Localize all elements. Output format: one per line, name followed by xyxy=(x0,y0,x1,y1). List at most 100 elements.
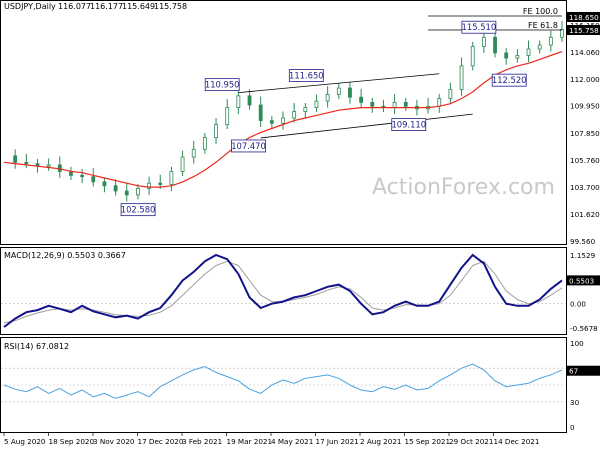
watermark-text: ActionForex.com xyxy=(372,175,555,200)
price-label-text: 115.510 xyxy=(462,22,497,32)
candle-body xyxy=(548,36,553,46)
candle-body xyxy=(124,190,129,196)
price-label-text: 110.950 xyxy=(205,80,240,90)
price-label-box xyxy=(120,203,156,217)
rsi-current-tag xyxy=(566,365,600,376)
price-pane-frame xyxy=(0,0,567,245)
fib-level-label: FE 100.0 xyxy=(523,7,558,16)
macd-plot xyxy=(1,253,566,328)
date-tick-label: 19 Mar 2021 xyxy=(227,437,273,446)
channel-lower-line xyxy=(260,113,473,139)
price-label-text: 109.110 xyxy=(391,120,426,130)
rsi-current-tag-text: 67 xyxy=(569,367,578,376)
candle-body xyxy=(46,164,51,167)
price-label-box xyxy=(461,20,497,34)
candle-body xyxy=(214,124,218,138)
date-tick-label: 17 Jun 2021 xyxy=(316,437,359,446)
price-label-box xyxy=(491,73,527,87)
macd-line xyxy=(3,253,563,328)
rsi-pane-frame xyxy=(0,337,567,433)
fib-level-label: FE 61.8 xyxy=(528,21,558,30)
candle-body xyxy=(470,45,475,67)
rsi-pane-title: RSI(14) 67.0812 xyxy=(4,342,69,351)
candle-body xyxy=(359,96,364,103)
candle-body xyxy=(493,36,497,54)
candle-body xyxy=(258,104,263,122)
candle-body xyxy=(336,87,341,95)
candle-body xyxy=(191,148,196,158)
candle-body xyxy=(113,185,118,192)
candle-body xyxy=(526,48,531,56)
price-label-box xyxy=(391,118,427,131)
macd-axis-tick: -0.5678 xyxy=(570,324,598,333)
price-pane-title: USDJPY,Daily xyxy=(4,2,56,11)
candle-body xyxy=(292,111,297,119)
candle-body xyxy=(180,156,185,172)
price-label-box xyxy=(288,69,324,82)
candle-body xyxy=(80,174,85,178)
ohlc-open: 116.077 xyxy=(58,2,91,11)
candle-body xyxy=(236,95,241,109)
date-tick-label: 5 Aug 2020 xyxy=(4,437,46,446)
candle-body xyxy=(247,95,252,106)
candle-body xyxy=(560,29,564,38)
current-price-tag xyxy=(566,24,600,35)
price-label-text: 111.650 xyxy=(289,71,324,81)
price-axis-tick: 101.620 xyxy=(570,210,600,219)
candle-body xyxy=(91,176,96,183)
rsi-axis-tick: 100 xyxy=(570,339,584,348)
price-label-text: 102.580 xyxy=(121,205,156,215)
candle-body xyxy=(459,65,464,90)
price-axis-tick: 105.760 xyxy=(570,156,600,165)
ohlc-high: 116.177 xyxy=(90,2,123,11)
date-tick-label: 4 May 2021 xyxy=(271,437,313,446)
candle-body xyxy=(504,52,509,59)
macd-pane-title: MACD(12,26,9) 0.5503 0.3667 xyxy=(4,251,126,260)
date-tick-label: 14 Dec 2021 xyxy=(494,437,540,446)
candle-body xyxy=(392,101,397,109)
date-tick-label: 15 Sep 2021 xyxy=(405,437,451,446)
rsi-plot xyxy=(1,363,566,403)
moving-average-line xyxy=(3,51,563,188)
price-label-text: 107.470 xyxy=(231,141,266,151)
candle-body xyxy=(314,100,319,109)
candle-body xyxy=(403,101,408,107)
candle-body xyxy=(348,87,352,98)
candle-body xyxy=(515,55,520,59)
candle-body xyxy=(147,182,151,189)
ohlc-close: 115.758 xyxy=(154,2,187,11)
candle-body xyxy=(303,107,308,112)
axis-labels: 116.150114.060112.000109.950107.850105.7… xyxy=(3,12,600,446)
fe100-price-tag xyxy=(566,12,600,22)
candle-body xyxy=(537,44,542,50)
macd-axis-tick: 1.1529 xyxy=(570,251,596,260)
current-price-tag-text: 115.758 xyxy=(569,26,599,35)
price-label-box xyxy=(231,139,266,153)
price-axis-tick: 103.700 xyxy=(570,183,600,192)
date-tick-label: 2 Aug 2021 xyxy=(360,437,401,446)
candle-body xyxy=(281,117,285,124)
candle-body xyxy=(448,88,453,99)
price-label-text: 112.520 xyxy=(492,75,527,85)
macd-axis-tick: 0.00 xyxy=(570,300,586,309)
date-tick-label: 18 Sep 2020 xyxy=(49,437,95,446)
date-tick-label: 3 Feb 2021 xyxy=(182,437,222,446)
candle-body xyxy=(437,98,442,107)
candle-body xyxy=(169,171,174,185)
date-tick-label: 29 Oct 2021 xyxy=(449,437,493,446)
rsi-axis-tick: 0 xyxy=(570,423,575,432)
candle-body xyxy=(24,161,29,165)
rsi-axis-tick: 30 xyxy=(570,398,580,407)
candle-body xyxy=(225,107,230,125)
price-axis-tick: 109.950 xyxy=(570,102,600,111)
candle-body xyxy=(13,155,18,163)
candle-body xyxy=(202,137,207,150)
macd-pane-frame xyxy=(0,247,567,335)
macd-signal-line xyxy=(3,260,563,324)
price-axis-tick: 107.850 xyxy=(570,129,600,138)
price-axis-tick: 114.060 xyxy=(570,48,600,57)
price-plot: FE 100.0 FE 61.8 102.580 110.950 111.650 107.… xyxy=(3,7,564,217)
candle-body xyxy=(370,101,375,107)
macd-current-tag-text: 0.5503 xyxy=(569,276,594,285)
